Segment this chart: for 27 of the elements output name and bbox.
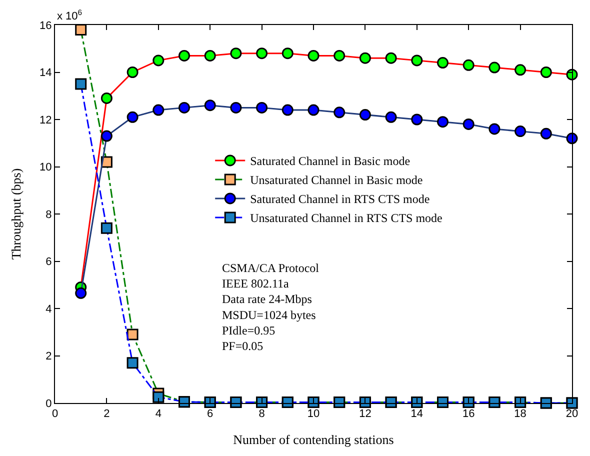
x-tick-label: 14 — [410, 408, 424, 420]
x-tick-label: 20 — [566, 408, 578, 420]
text: x 10$^{6}$ — [57, 8, 82, 23]
y-tick-label: 8 — [46, 208, 52, 221]
legend-label: Saturated Channel in Basic mode — [250, 154, 410, 168]
y-tick-label: 2 — [46, 350, 52, 363]
y-tick-label: 10 — [40, 162, 52, 174]
y-axis-title: Throughput (bps) — [8, 168, 24, 260]
x-tick-label: 2 — [104, 408, 110, 420]
y-tick-label: 6 — [46, 256, 52, 268]
annotation: CSMA/CA Protocol IEEE 802.11a Data rate 24-Mbps MSDU=1024 bytes PIdle=0.95 PF=0.05 — [222, 261, 320, 353]
x-axis-title: Number of contending stations — [233, 432, 394, 447]
x-tick-label: 12 — [359, 408, 372, 420]
x-tick-label: 10 — [307, 408, 320, 420]
x-tick-label: 16 — [462, 408, 475, 420]
x-tick-label: 4 — [155, 408, 162, 420]
y-tick-label: 0 — [46, 398, 52, 410]
y-tick-label: 12 — [40, 114, 52, 126]
x-tick-label: 18 — [514, 408, 526, 420]
x-tick-label: 6 — [207, 408, 214, 420]
legend-label: Saturated Channel in RTS CTS mode — [250, 192, 430, 206]
legend-label: Unsaturated Channel in Basic mode — [250, 173, 423, 188]
y-tick-label: 16 — [40, 20, 52, 32]
y-tick-label: 4 — [46, 303, 52, 316]
y-tick-label: 14 — [40, 67, 52, 80]
x-tick-label: 8 — [258, 408, 265, 420]
legend-label: Unsaturated Channel in RTS CTS mode — [250, 211, 442, 226]
